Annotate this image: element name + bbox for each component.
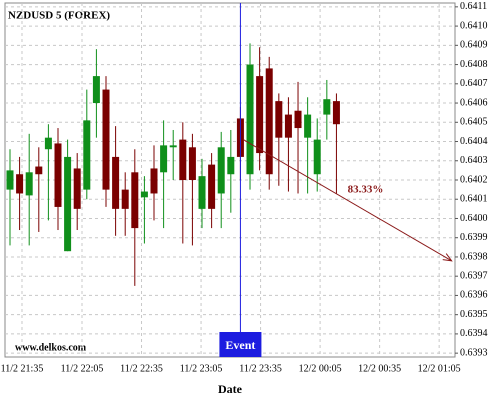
candle-body [265, 68, 273, 175]
event-box [219, 332, 262, 357]
candle-body [256, 76, 264, 154]
candle-body [16, 174, 24, 194]
y-tick-label: 0.6410 [460, 20, 488, 31]
y-tick-label: 0.6409 [460, 40, 488, 51]
candle-body [246, 64, 254, 175]
y-tick-label: 0.6407 [460, 78, 488, 89]
candle-body [304, 114, 312, 138]
y-tick-label: 0.6398 [460, 251, 488, 262]
y-tick-label: 0.6400 [460, 213, 488, 224]
candle-body [208, 164, 216, 209]
candle-body [323, 99, 331, 115]
candle-body [294, 110, 302, 129]
candle-body [227, 156, 235, 175]
candle-body [150, 168, 158, 194]
y-tick-label: 0.6408 [460, 59, 488, 70]
y-tick-label: 0.6403 [460, 155, 488, 166]
x-tick-label: 11/2 23:35 [239, 363, 282, 374]
y-tick-label: 0.6393 [460, 347, 488, 358]
candle-body [83, 120, 91, 190]
x-tick-label: 11/2 23:05 [180, 363, 223, 374]
candle-body [217, 147, 225, 194]
y-tick-label: 0.6399 [460, 232, 488, 243]
candle-body [275, 101, 283, 138]
y-tick-label: 0.6395 [460, 309, 488, 320]
candle-body [73, 168, 81, 209]
x-tick-label: 12/2 00:35 [358, 363, 401, 374]
candle-body [284, 114, 292, 138]
y-tick-label: 0.6401 [460, 194, 488, 205]
candle-body [25, 172, 33, 196]
x-tick-label: 12/2 00:05 [299, 363, 342, 374]
candle-body [160, 145, 168, 173]
candle-body [313, 139, 321, 175]
chart-title: NZDUSD 5 (FOREX) [8, 10, 110, 22]
y-tick-label: 0.6397 [460, 270, 488, 281]
candle-body [6, 170, 14, 190]
y-tick-label: 0.6394 [460, 328, 488, 339]
candle-body [131, 172, 139, 229]
arrow-head [442, 253, 453, 262]
candle-body [121, 189, 129, 209]
candle-body [44, 137, 52, 150]
projection-label: 83.33% [348, 184, 384, 196]
candle-body [332, 101, 340, 125]
candle-body [64, 156, 72, 252]
y-tick-label: 0.6396 [460, 290, 488, 301]
candle-body [112, 156, 120, 209]
y-tick-label: 0.6411 [460, 1, 487, 12]
x-tick-label: 11/2 22:35 [120, 363, 163, 374]
candle-body [179, 139, 187, 180]
projection-arrow [243, 139, 452, 262]
candle-body [188, 147, 196, 180]
y-tick-label: 0.6405 [460, 117, 488, 128]
candle-body [35, 166, 43, 175]
x-axis-label: Date [218, 382, 243, 396]
event-label: Event [225, 338, 255, 352]
x-tick-label: 12/2 01:05 [418, 363, 461, 374]
y-tick-label: 0.6406 [460, 97, 488, 108]
candle-body [54, 143, 62, 207]
x-tick-label: 11/2 21:35 [1, 363, 44, 374]
candle-body [102, 89, 110, 190]
x-tick-label: 11/2 22:05 [61, 363, 104, 374]
watermark: www.delkos.com [15, 342, 87, 353]
candle-body [92, 76, 100, 104]
y-tick-label: 0.6404 [460, 136, 488, 147]
candle-body [169, 145, 177, 148]
candle-body [140, 191, 148, 198]
candle-body [198, 176, 206, 209]
y-tick-label: 0.6402 [460, 174, 488, 185]
